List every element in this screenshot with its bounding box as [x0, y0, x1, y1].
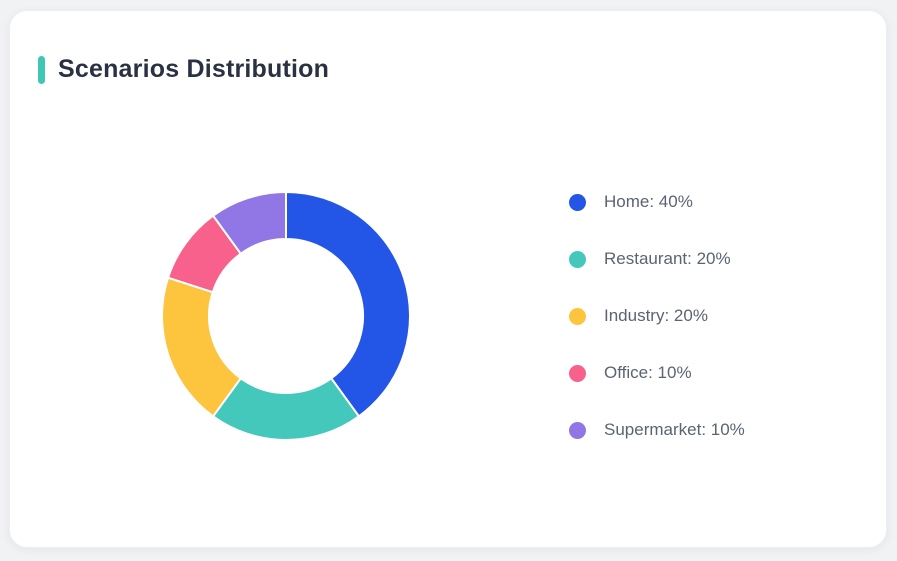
donut-slice-industry[interactable] [161, 276, 242, 418]
donut-slice-home[interactable] [285, 191, 411, 418]
legend-item-industry[interactable]: Industry: 20% [569, 304, 745, 328]
scenarios-distribution-card: Scenarios Distribution Home: 40% Restaur… [9, 10, 887, 548]
legend-label-industry: Industry: 20% [604, 306, 708, 325]
donut-chart[interactable] [161, 191, 411, 441]
donut-slice-supermarket[interactable] [212, 191, 287, 255]
legend-label-supermarket: Supermarket: 10% [604, 420, 745, 439]
title-accent-bar [38, 55, 45, 84]
legend-item-office[interactable]: Office: 10% [569, 361, 745, 385]
legend-label-office: Office: 10% [604, 363, 692, 382]
legend-label-restaurant: Restaurant: 20% [604, 249, 731, 268]
card-title: Scenarios Distribution [58, 55, 330, 83]
legend-dot-supermarket [569, 421, 586, 439]
legend-label-home: Home: 40% [604, 192, 693, 211]
legend-dot-office [569, 364, 586, 382]
legend-dot-home [569, 193, 586, 211]
chart-legend: Home: 40% Restaurant: 20% Industry: 20% … [569, 190, 745, 442]
card-header: Scenarios Distribution [38, 55, 329, 84]
legend-item-supermarket[interactable]: Supermarket: 10% [569, 418, 745, 442]
legend-dot-restaurant [569, 250, 586, 268]
legend-dot-industry [569, 307, 586, 325]
legend-item-restaurant[interactable]: Restaurant: 20% [569, 247, 745, 271]
legend-item-home[interactable]: Home: 40% [569, 190, 745, 214]
